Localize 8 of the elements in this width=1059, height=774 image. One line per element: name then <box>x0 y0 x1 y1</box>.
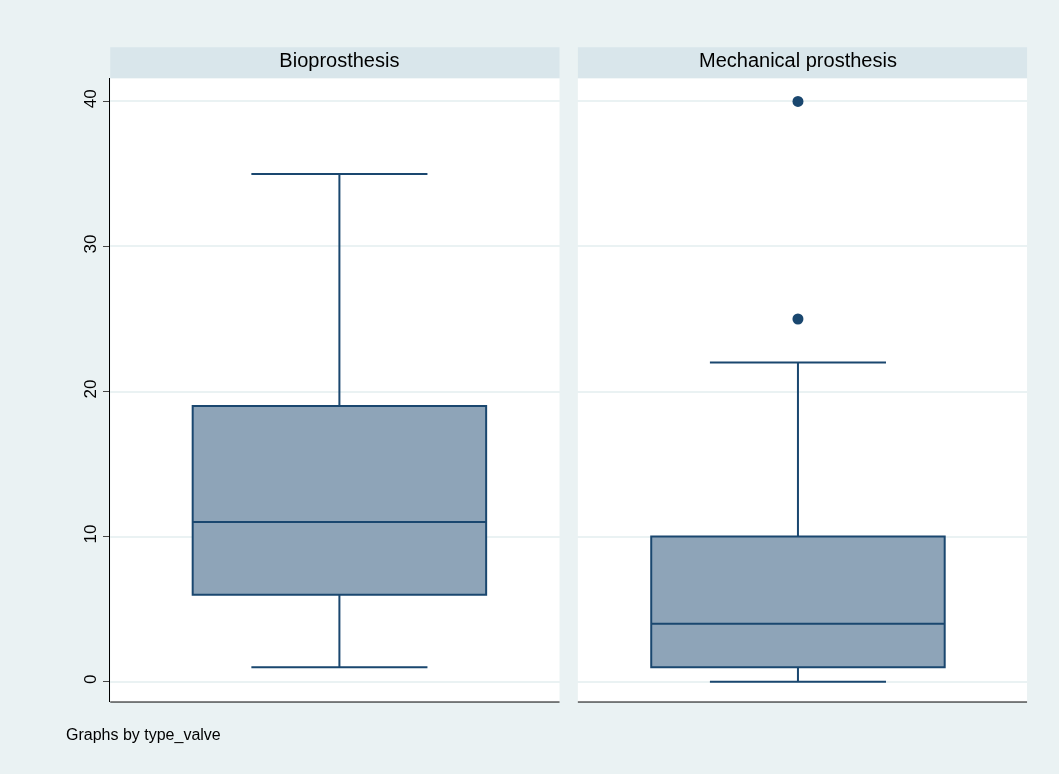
y-tick-label: 30 <box>81 234 101 254</box>
y-tick-label: 10 <box>81 524 101 544</box>
y-tick-label: 20 <box>81 379 101 399</box>
y-tick-label: 0 <box>81 674 101 684</box>
text: Graphs by type_valve <box>66 726 221 744</box>
x-tick-label: Mechanical prosthesis <box>699 49 897 72</box>
y-tick-label: 40 <box>81 89 101 109</box>
x-tick-label: Bioprosthesis <box>279 49 400 72</box>
